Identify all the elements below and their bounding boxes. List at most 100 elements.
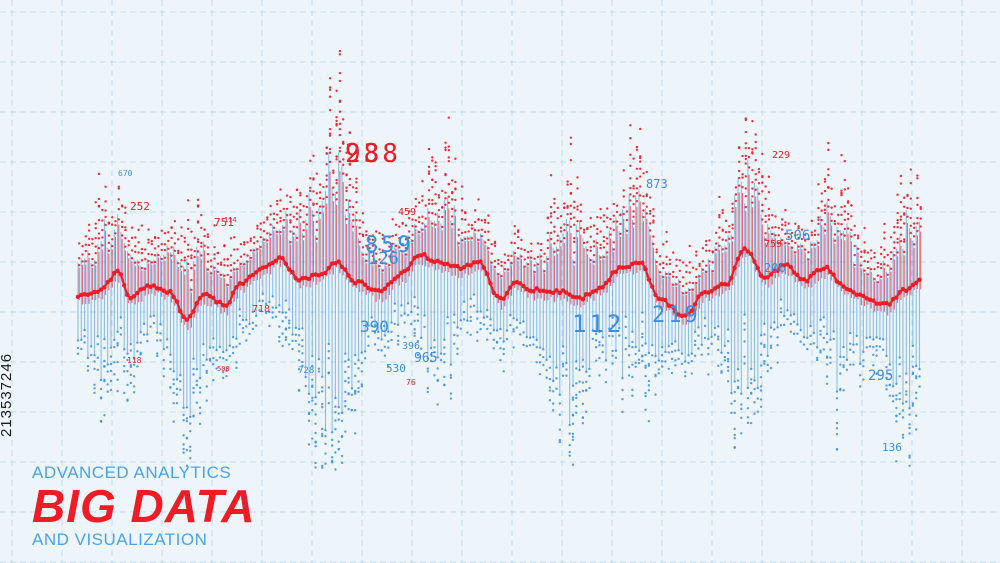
data-dot-red bbox=[381, 269, 384, 272]
data-dot-blue bbox=[357, 390, 360, 394]
data-dot-blue bbox=[311, 399, 314, 402]
data-dot-blue bbox=[769, 326, 773, 329]
data-dot-red bbox=[236, 267, 239, 271]
data-dot-blue bbox=[334, 411, 337, 414]
data-dot-blue bbox=[123, 391, 126, 395]
data-dot-blue bbox=[598, 330, 601, 334]
data-dot-red bbox=[642, 202, 645, 205]
data-dot-red bbox=[823, 223, 827, 226]
data-dot-blue bbox=[400, 304, 403, 307]
data-dot-red bbox=[117, 207, 121, 211]
data-dot-red bbox=[285, 214, 289, 217]
data-dot-blue bbox=[139, 330, 142, 334]
data-dot-red bbox=[612, 228, 615, 232]
data-dot-blue bbox=[594, 339, 598, 342]
data-dot-blue bbox=[624, 325, 627, 329]
data-dot-red bbox=[685, 264, 688, 267]
data-dot-red bbox=[780, 228, 784, 231]
data-dot-red bbox=[203, 228, 206, 231]
data-dot-red bbox=[140, 224, 144, 227]
data-dot-blue bbox=[789, 314, 792, 317]
data-dot-red bbox=[371, 254, 375, 258]
data-dot-blue bbox=[674, 349, 677, 352]
data-dot-red bbox=[813, 243, 817, 246]
data-dot-blue bbox=[314, 466, 317, 469]
data-dot-red bbox=[427, 198, 431, 202]
data-dot-blue bbox=[413, 334, 416, 338]
data-dot-red bbox=[536, 263, 540, 266]
data-dot-red bbox=[804, 239, 807, 242]
data-dot-red bbox=[338, 49, 342, 53]
data-dot-red bbox=[899, 239, 903, 243]
data-dot-red bbox=[408, 216, 411, 220]
data-dot-red bbox=[916, 196, 919, 200]
data-dot-blue bbox=[400, 314, 403, 317]
data-dot-blue bbox=[776, 326, 779, 329]
data-dot-red bbox=[794, 251, 797, 254]
number-label: 136 bbox=[882, 441, 902, 454]
data-dot-red bbox=[460, 217, 464, 221]
data-dot-red bbox=[391, 242, 394, 245]
data-dot-red bbox=[454, 198, 457, 202]
data-dot-red bbox=[883, 231, 886, 234]
data-dot-blue bbox=[581, 422, 585, 425]
data-dot-red bbox=[338, 79, 342, 83]
data-dot-blue bbox=[495, 329, 499, 332]
data-dot-red bbox=[665, 263, 668, 266]
data-dot-red bbox=[738, 146, 741, 149]
data-dot-blue bbox=[370, 324, 373, 328]
data-dot-red bbox=[355, 177, 358, 180]
data-dot-blue bbox=[816, 358, 819, 362]
data-dot-red bbox=[87, 229, 91, 232]
data-dot-red bbox=[266, 218, 269, 221]
data-dot-blue bbox=[189, 445, 192, 448]
data-dot-blue bbox=[905, 393, 908, 396]
data-dot-blue bbox=[525, 335, 528, 339]
data-dot-red bbox=[645, 193, 648, 196]
data-dot-blue bbox=[849, 342, 852, 345]
data-dot-red bbox=[477, 218, 480, 221]
data-dot-blue bbox=[538, 353, 542, 357]
data-dot-red bbox=[315, 202, 318, 205]
data-dot-blue bbox=[561, 365, 565, 368]
data-dot-red bbox=[427, 165, 431, 169]
data-dot-blue bbox=[288, 326, 291, 329]
data-dot-red bbox=[186, 199, 190, 202]
data-dot-red bbox=[873, 256, 876, 259]
data-dot-blue bbox=[614, 356, 618, 360]
data-dot-red bbox=[827, 186, 830, 190]
data-dot-red bbox=[764, 214, 767, 218]
data-dot-blue bbox=[330, 461, 334, 464]
data-dot-red bbox=[903, 212, 906, 215]
data-dot-blue bbox=[347, 358, 350, 362]
data-dot-blue bbox=[291, 347, 294, 351]
data-dot-blue bbox=[647, 419, 651, 423]
number-label: 206 bbox=[764, 261, 786, 275]
data-dot-red bbox=[483, 221, 487, 224]
data-dot-blue bbox=[278, 340, 281, 343]
data-dot-blue bbox=[730, 391, 733, 395]
data-dot-red bbox=[797, 245, 800, 248]
data-dot-red bbox=[322, 185, 325, 189]
data-dot-blue bbox=[367, 344, 370, 347]
data-dot-blue bbox=[159, 339, 162, 342]
data-dot-red bbox=[553, 230, 556, 233]
data-dot-blue bbox=[165, 338, 169, 341]
data-dot-red bbox=[454, 157, 457, 160]
data-dot-red bbox=[450, 198, 454, 201]
data-dot-blue bbox=[908, 456, 911, 459]
data-dot-blue bbox=[482, 323, 486, 326]
data-dot-blue bbox=[660, 365, 664, 368]
data-dot-blue bbox=[651, 354, 654, 357]
data-dot-blue bbox=[545, 376, 548, 379]
data-dot-blue bbox=[182, 434, 185, 437]
data-dot-blue bbox=[690, 352, 693, 355]
data-dot-blue bbox=[868, 336, 872, 339]
data-dot-blue bbox=[248, 322, 251, 326]
data-dot-blue bbox=[835, 427, 839, 430]
data-dot-blue bbox=[363, 357, 367, 360]
data-dot-red bbox=[124, 237, 127, 240]
data-dot-blue bbox=[565, 368, 568, 371]
data-dot-blue bbox=[736, 387, 740, 390]
data-dot-red bbox=[820, 219, 823, 222]
